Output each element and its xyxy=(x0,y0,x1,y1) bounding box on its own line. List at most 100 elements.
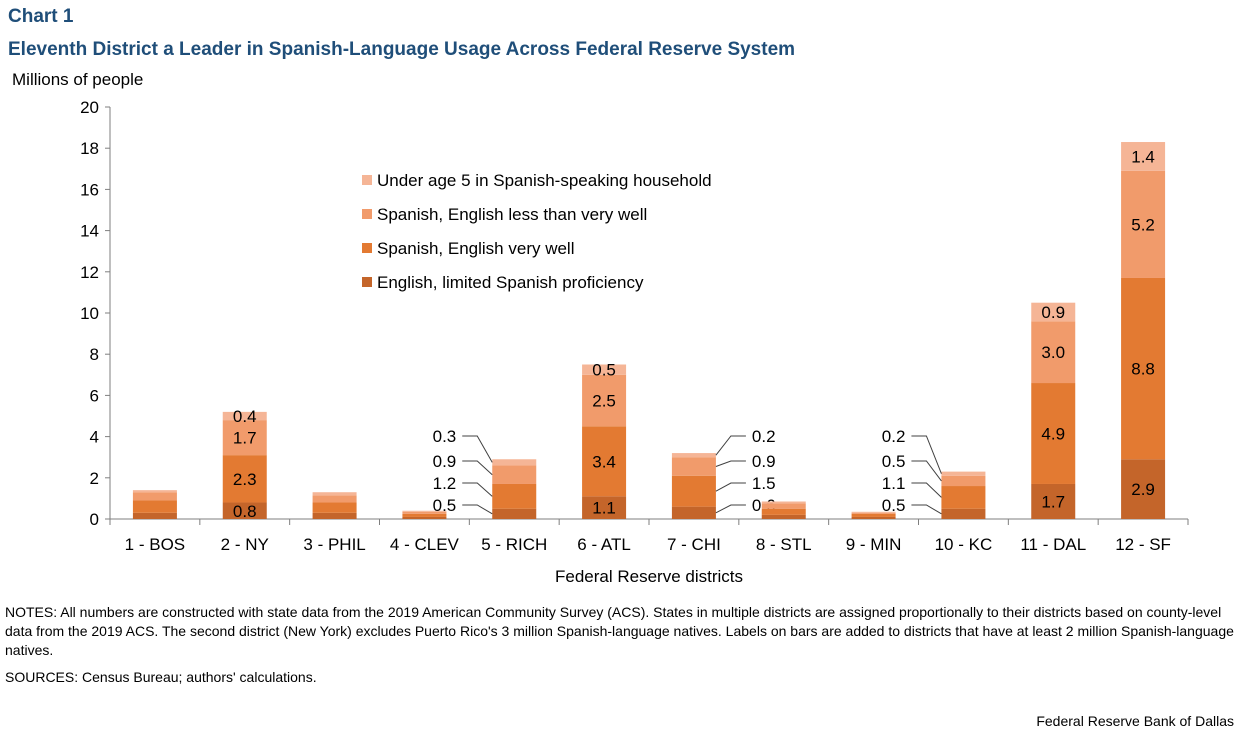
bar-segment xyxy=(582,496,627,519)
bar-segment xyxy=(1031,302,1076,322)
legend-label: Under age 5 in Spanish-speaking househol… xyxy=(377,171,712,190)
bar-segment xyxy=(222,411,267,421)
bar-segment xyxy=(132,512,177,519)
bar-segment xyxy=(312,495,357,503)
legend-label: Spanish, English less than very well xyxy=(377,205,647,224)
legend-swatch xyxy=(362,175,372,185)
y-tick-label: 6 xyxy=(90,386,99,405)
bar-segment xyxy=(582,426,627,497)
bar-segment xyxy=(941,475,986,487)
y-tick-label: 2 xyxy=(90,469,99,488)
y-tick-label: 18 xyxy=(80,139,99,158)
bar-segment xyxy=(851,512,896,514)
y-tick-label: 14 xyxy=(80,222,99,241)
sources-text: SOURCES: Census Bureau; authors' calcula… xyxy=(5,669,317,685)
chart-label: Chart 1 xyxy=(8,6,74,27)
leader-line xyxy=(911,435,942,474)
leader-line xyxy=(462,482,493,497)
bar-segment xyxy=(671,506,716,519)
x-tick-label: 2 - NY xyxy=(221,535,269,554)
x-tick-label: 11 - DAL xyxy=(1020,535,1086,554)
data-label: 0.5 xyxy=(592,361,616,380)
bar-segment xyxy=(671,475,716,507)
y-tick-label: 4 xyxy=(90,428,99,447)
data-label: 0.8 xyxy=(233,502,257,521)
x-tick-label: 8 - STL xyxy=(756,535,812,554)
bar-segment xyxy=(312,502,357,513)
data-label: 0.9 xyxy=(752,452,776,471)
y-axis-label: Millions of people xyxy=(12,70,144,89)
data-label: 0.9 xyxy=(1041,303,1065,322)
bar-segment xyxy=(582,364,627,375)
data-label: 1.4 xyxy=(1131,147,1155,166)
data-label: 8.8 xyxy=(1131,360,1155,379)
bar-segment xyxy=(402,516,447,519)
leader-line xyxy=(911,460,942,482)
y-tick-label: 12 xyxy=(80,263,99,282)
data-label: 1.5 xyxy=(752,474,776,493)
leader-line xyxy=(462,435,493,463)
x-tick-label: 7 - CHI xyxy=(667,535,721,554)
y-tick-label: 0 xyxy=(90,510,99,529)
legend-swatch xyxy=(362,277,372,287)
x-tick-label: 4 - CLEV xyxy=(390,535,460,554)
legend-label: Spanish, English very well xyxy=(377,239,574,258)
leader-line xyxy=(462,504,493,515)
x-tick-label: 9 - MIN xyxy=(846,535,902,554)
data-label: 3.4 xyxy=(592,452,616,471)
x-tick-label: 3 - PHIL xyxy=(303,535,365,554)
data-label: 1.1 xyxy=(592,499,616,518)
stacked-bar-chart: 0 2 4 6 8 10 12 14 16 18 20 1 - BOS 2 - NY 3 - PHIL 4 … xyxy=(80,98,1189,586)
bar-segment xyxy=(941,508,986,519)
bar-segment xyxy=(132,490,177,493)
data-label: 1.7 xyxy=(233,429,257,448)
x-tick-label: 1 - BOS xyxy=(125,535,185,554)
bar-segment xyxy=(1031,321,1076,384)
x-tick-label: 6 - ATL xyxy=(577,535,631,554)
x-tick-label: 10 - KC xyxy=(935,535,993,554)
y-tick-label: 16 xyxy=(80,180,99,199)
bar-segment xyxy=(761,508,806,515)
bar-segment xyxy=(1031,483,1076,519)
x-axis-title: Federal Reserve districts xyxy=(555,567,743,586)
data-label: 3.0 xyxy=(1041,343,1065,362)
data-label: 2.9 xyxy=(1131,480,1155,499)
bar-segment xyxy=(222,420,267,456)
bar-segment xyxy=(402,511,447,514)
bar-segment xyxy=(222,502,267,519)
bar-segment xyxy=(851,511,896,513)
bar-segment xyxy=(941,471,986,476)
bar-segment xyxy=(312,512,357,519)
data-label: 5.2 xyxy=(1131,215,1155,234)
bar-segment xyxy=(671,457,716,476)
bar-segment xyxy=(402,513,447,517)
bar-segment xyxy=(1121,277,1166,460)
chart-title: Eleventh District a Leader in Spanish-La… xyxy=(8,39,796,60)
data-label: 2.5 xyxy=(592,392,616,411)
bar-segment xyxy=(492,459,537,466)
data-label: 0.5 xyxy=(433,496,457,515)
bar-segment xyxy=(492,508,537,519)
bar-segment xyxy=(1121,142,1166,171)
x-tick-label: 12 - SF xyxy=(1115,535,1171,554)
data-label: 0.3 xyxy=(433,427,457,446)
data-label: 0.4 xyxy=(233,407,257,426)
data-label: 1.2 xyxy=(433,474,457,493)
data-label: 0.2 xyxy=(882,427,906,446)
data-label: 1.1 xyxy=(882,474,906,493)
bar-segment xyxy=(1031,383,1076,484)
bar-segment xyxy=(312,492,357,496)
bar-segment xyxy=(492,483,537,509)
bar-segment xyxy=(132,500,177,513)
leader-line xyxy=(462,460,493,476)
y-tick-label: 10 xyxy=(80,304,99,323)
bar-segment xyxy=(671,453,716,458)
bar-segment xyxy=(941,486,986,509)
bar-segment xyxy=(1121,459,1166,519)
data-label: 0.9 xyxy=(433,452,457,471)
bar-segment xyxy=(402,510,447,512)
data-label: 1.7 xyxy=(1041,492,1065,511)
bar-segment xyxy=(132,492,177,501)
bar-segment xyxy=(582,374,627,427)
leader-line xyxy=(715,482,746,492)
